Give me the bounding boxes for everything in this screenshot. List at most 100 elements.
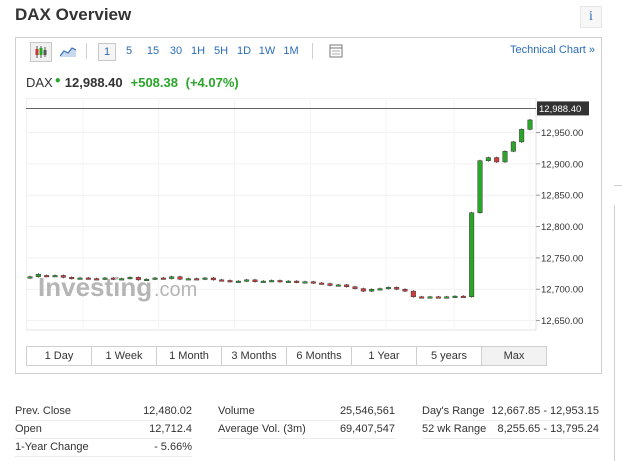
candle <box>27 276 33 279</box>
candle <box>160 277 166 280</box>
candle <box>385 287 391 290</box>
side-panel-edge <box>614 205 622 461</box>
timeframe-1d[interactable]: 1D <box>236 45 252 57</box>
side-divider <box>614 185 622 186</box>
timeframe-1[interactable]: 1 <box>98 43 116 61</box>
watermark-brand: Investing <box>38 272 152 302</box>
stat-label: Prev. Close <box>15 405 72 417</box>
page-title: DAX Overview <box>15 5 132 24</box>
y-tick-label: 12,700.00 <box>541 285 583 296</box>
stats-col-2: Volume 25,546,561 Average Vol. (3m) 69,407… <box>218 403 395 439</box>
timeframe-15[interactable]: 15 <box>146 45 160 57</box>
candle <box>302 281 308 284</box>
stat-row: 1-Year Change - 5.66% <box>15 439 192 457</box>
stat-value: 25,546,561 <box>339 405 395 417</box>
candle <box>519 129 525 143</box>
candle <box>352 286 358 289</box>
stats-col-1: Prev. Close 12,480.02 Open 12,712.4 1-Year… <box>15 403 192 457</box>
candle <box>102 277 108 280</box>
area-chart-icon[interactable] <box>58 42 78 60</box>
candlestick-icon[interactable] <box>30 42 52 62</box>
candle <box>94 278 100 281</box>
stat-value: 12,667.85 - 12,953.15 <box>491 405 599 417</box>
y-tick-label: 12,900.00 <box>541 159 583 170</box>
stat-label: Volume <box>218 405 255 417</box>
table-view-icon[interactable] <box>326 42 346 60</box>
chart-panel: 1 5 15 30 1H 5H 1D 1W 1M Technical Chart… <box>15 37 602 374</box>
candle <box>369 288 375 292</box>
candle <box>402 288 408 292</box>
toolbar-divider <box>86 43 87 59</box>
timeframe-30[interactable]: 30 <box>169 45 183 57</box>
timeframe-1h[interactable]: 1H <box>190 45 206 57</box>
range-1-month[interactable]: 1 Month <box>157 347 222 365</box>
stat-row: Volume 25,546,561 <box>218 403 395 421</box>
candle <box>410 290 416 298</box>
candle <box>435 296 441 299</box>
candle <box>219 279 225 282</box>
candle <box>185 278 191 281</box>
candle <box>177 276 183 280</box>
stat-label: Average Vol. (3m) <box>218 423 306 435</box>
timeframe-5[interactable]: 5 <box>125 45 133 57</box>
quote-symbol: DAX <box>26 75 53 90</box>
last-price-badge <box>537 101 589 116</box>
candle <box>235 280 241 283</box>
candle <box>110 277 116 280</box>
candle <box>494 157 500 163</box>
stat-label: Open <box>15 423 42 435</box>
candle <box>444 296 450 299</box>
candle <box>277 280 283 283</box>
range-6-months[interactable]: 6 Months <box>287 347 352 365</box>
info-icon[interactable]: i <box>580 6 602 28</box>
stat-label: 52 wk Range <box>422 423 487 435</box>
y-tick-label: 12,850.00 <box>541 191 583 202</box>
watermark-domain: .com <box>154 279 197 301</box>
timeframe-1m[interactable]: 1M <box>283 45 299 57</box>
price-chart[interactable]: 12,650.00 12,700.00 12,750.00 12,800.00 12,8… <box>26 98 592 340</box>
range-1-day[interactable]: 1 Day <box>27 347 92 365</box>
candle <box>294 280 300 283</box>
range-5-years[interactable]: 5 years <box>417 347 482 365</box>
candle <box>119 278 125 281</box>
last-price-label: 12,988.40 <box>539 104 581 115</box>
candle <box>169 276 175 279</box>
y-tick-label: 12,800.00 <box>541 222 583 233</box>
plot-area <box>26 98 537 331</box>
stats-col-3: Day's Range 12,667.85 - 12,953.15 52 wk R… <box>422 403 599 439</box>
quote-line: DAX ● 12,988.40 +508.38 (+4.07%) <box>26 75 239 90</box>
stat-value: 8,255.65 - 13,795.24 <box>497 423 599 435</box>
candle <box>460 295 466 298</box>
candle <box>210 277 216 281</box>
candle <box>469 212 475 298</box>
technical-chart-link[interactable]: Technical Chart » <box>510 44 595 56</box>
range-3-months[interactable]: 3 Months <box>222 347 287 365</box>
quote-change-pct: (+4.07%) <box>185 75 239 90</box>
candle <box>152 277 158 280</box>
candle <box>260 280 266 283</box>
toolbar-divider <box>312 43 313 59</box>
candle <box>502 151 508 163</box>
stat-value: - 5.66% <box>154 441 192 453</box>
timeframe-5h[interactable]: 5H <box>213 45 229 57</box>
candle <box>69 277 75 280</box>
candle <box>327 283 333 286</box>
candle <box>269 280 275 283</box>
candle <box>335 284 341 287</box>
stat-row: Open 12,712.4 <box>15 421 192 439</box>
candle <box>319 282 325 285</box>
timeframe-1w[interactable]: 1W <box>258 45 276 57</box>
range-max[interactable]: Max <box>482 347 546 365</box>
stat-value: 12,480.02 <box>143 405 192 417</box>
range-1-week[interactable]: 1 Week <box>92 347 157 365</box>
candle <box>194 278 200 281</box>
range-1-year[interactable]: 1 Year <box>352 347 417 365</box>
candle <box>127 277 133 280</box>
candle <box>427 296 433 299</box>
candle <box>527 119 533 130</box>
chart-toolbar: 1 5 15 30 1H 5H 1D 1W 1M Technical Chart… <box>16 38 601 64</box>
stat-label: 1-Year Change <box>15 441 89 453</box>
candle <box>452 295 458 298</box>
candle <box>510 141 516 152</box>
stat-row: Average Vol. (3m) 69,407,547 <box>218 421 395 439</box>
